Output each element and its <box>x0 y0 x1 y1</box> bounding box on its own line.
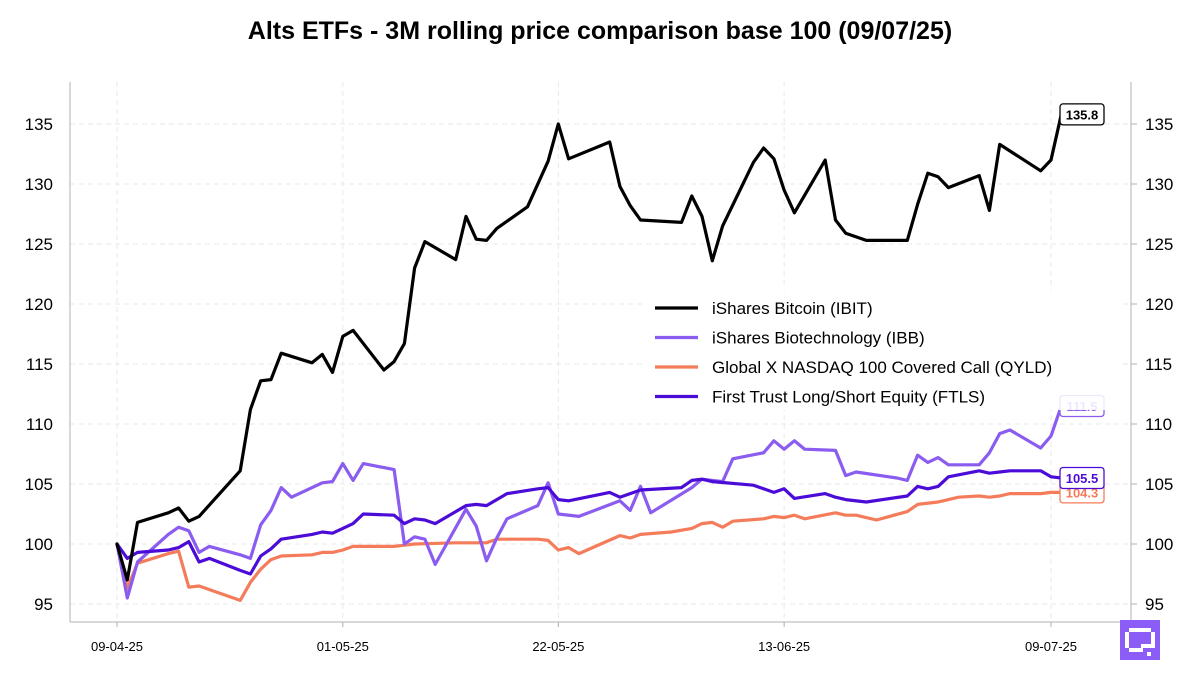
legend: iShares Bitcoin (IBIT) iShares Biotechnol… <box>645 290 1123 410</box>
y-tick-label-left: 95 <box>34 595 53 614</box>
y-tick-label-left: 100 <box>25 535 53 554</box>
end-value-label: 105.5 <box>1066 471 1099 486</box>
series-line <box>115 404 1063 600</box>
series-line <box>115 469 1063 576</box>
legend-entry-label: First Trust Long/Short Equity (FTLS) <box>712 388 985 407</box>
series-line <box>115 112 1063 582</box>
y-tick-label-right: 130 <box>1145 175 1173 194</box>
series-lines <box>115 112 1063 602</box>
y-ticks-right: 95 100 105 110 115 120 125 130 135 <box>1131 115 1173 614</box>
y-tick-label-left: 135 <box>25 115 53 134</box>
end-label-box <box>1059 466 1105 490</box>
y-tick-label-right: 135 <box>1145 115 1173 134</box>
x-tick-label: 22-05-25 <box>532 639 584 654</box>
y-tick-label-right: 100 <box>1145 535 1173 554</box>
y-tick-label-right: 125 <box>1145 235 1173 254</box>
end-label-box <box>1059 103 1105 126</box>
y-tick-label-right: 110 <box>1145 415 1172 434</box>
legend-box <box>645 290 1123 410</box>
y-tick-label-left: 120 <box>25 295 53 314</box>
y-tick-label-left: 130 <box>25 175 53 194</box>
x-tick-label: 09-07-25 <box>1025 639 1077 654</box>
end-value-label: 135.8 <box>1066 107 1099 122</box>
y-ticks-left: 95 100 105 110 115 120 125 130 135 <box>25 115 53 614</box>
y-tick-label-right: 115 <box>1145 355 1172 374</box>
x-tick-label: 01-05-25 <box>317 639 369 654</box>
y-tick-label-left: 125 <box>25 235 53 254</box>
y-tick-label-left: 115 <box>26 355 53 374</box>
qr-style-logo-icon <box>1120 620 1160 660</box>
x-tick-label: 13-06-25 <box>758 639 810 654</box>
axes <box>69 82 1132 623</box>
legend-entry-label: iShares Biotechnology (IBB) <box>712 329 925 348</box>
y-tick-label-left: 110 <box>26 415 53 434</box>
x-tick-label: 09-04-25 <box>91 639 143 654</box>
y-tick-label-right: 95 <box>1145 595 1164 614</box>
y-tick-label-right: 120 <box>1145 295 1173 314</box>
x-ticks: 09-04-25 01-05-25 22-05-25 13-06-25 09-07-25 <box>91 622 1077 654</box>
legend-entry-label: iShares Bitcoin (IBIT) <box>712 299 873 318</box>
legend-entry-label: Global X NASDAQ 100 Covered Call (QYLD) <box>712 358 1052 377</box>
y-tick-label-right: 105 <box>1145 475 1173 494</box>
chart-title: Alts ETFs - 3M rolling price comparison … <box>247 17 953 45</box>
series-line <box>115 490 1063 602</box>
y-tick-label-left: 105 <box>25 475 53 494</box>
